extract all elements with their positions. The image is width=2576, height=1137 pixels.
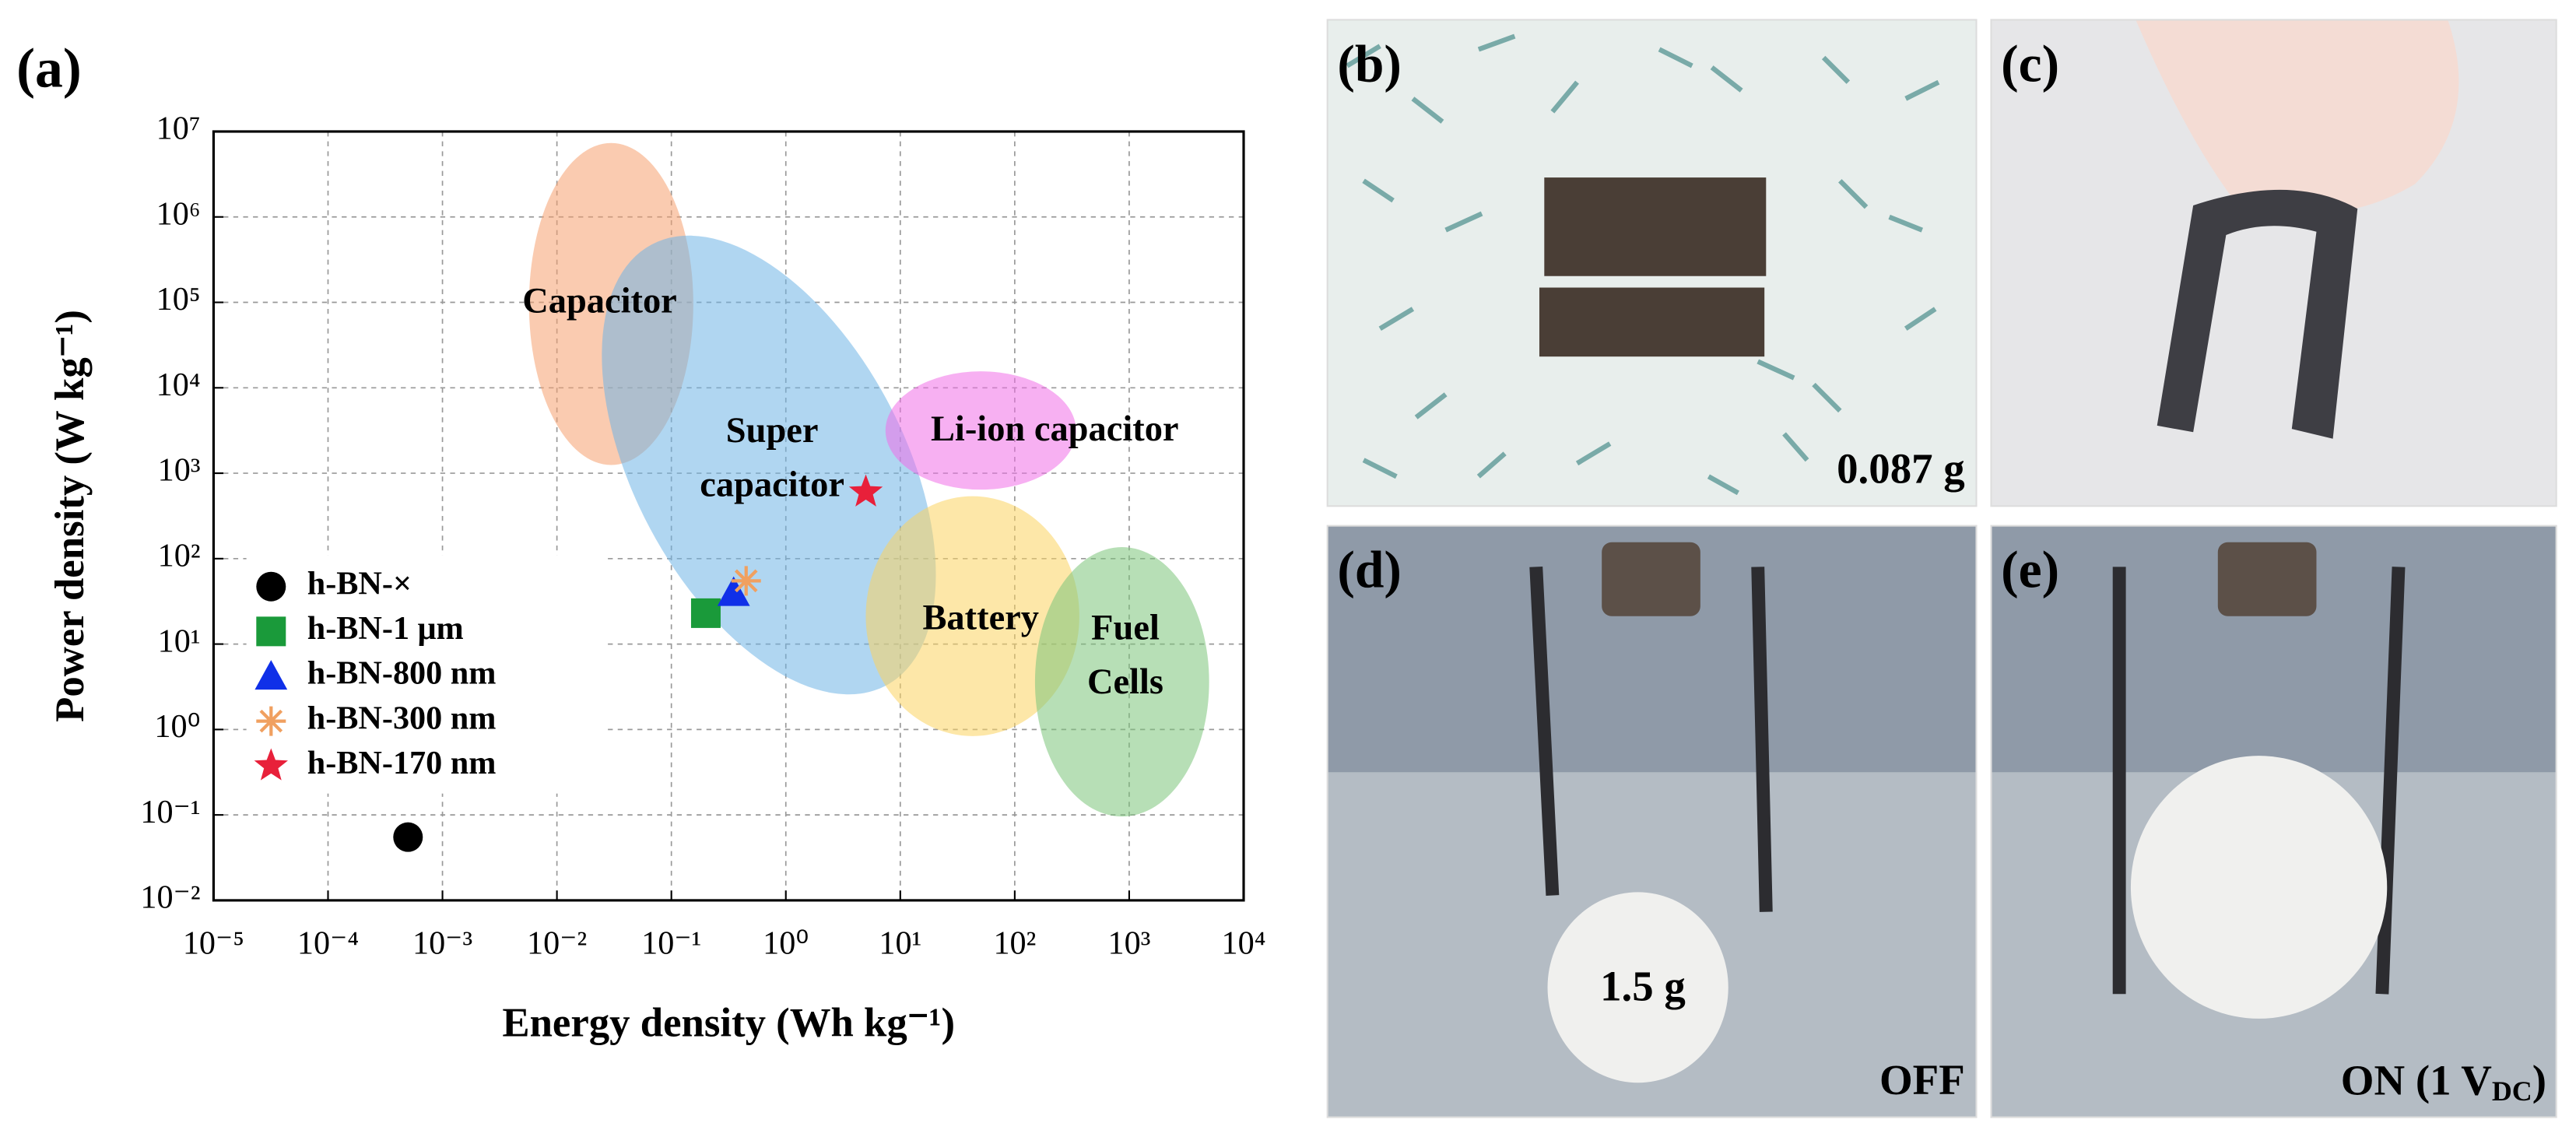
photo-annotation: 0.087 g <box>1837 445 1965 493</box>
y-tick-label: 10⁰ <box>154 708 200 745</box>
x-tick-label: 10³ <box>1108 925 1151 962</box>
y-tick-label: 10² <box>158 538 201 574</box>
y-axis-label: Power density (W kg⁻¹) <box>47 310 93 722</box>
x-tick-label: 10⁻² <box>527 925 587 962</box>
y-tick-label: 10⁻² <box>140 879 200 916</box>
x-tick-label: 10⁰ <box>763 925 809 962</box>
legend-label: h-BN-× <box>307 565 412 602</box>
x-tick-label: 10² <box>993 925 1036 962</box>
x-tick-label: 10⁻⁵ <box>183 925 244 962</box>
legend-label: h-BN-800 nm <box>307 655 497 692</box>
legend-label: h-BN-1 μm <box>307 610 464 647</box>
y-tick-label: 10¹ <box>158 623 201 659</box>
legend-label: h-BN-300 nm <box>307 700 497 736</box>
x-tick-label: 10⁻³ <box>412 925 472 962</box>
point <box>393 822 423 852</box>
region-label: Fuel <box>1091 608 1160 647</box>
region <box>1034 547 1209 817</box>
annotation-part: ON (1 V <box>2341 1056 2492 1104</box>
y-tick-label: 10⁷ <box>156 111 201 147</box>
photo-annotation: ON (1 VDC) <box>2341 1056 2546 1107</box>
y-tick-label: 10⁶ <box>156 195 201 232</box>
annotation-sub: DC <box>2492 1076 2532 1107</box>
region <box>602 235 936 695</box>
region <box>865 496 1079 736</box>
region-label: Li-ion capacitor <box>931 409 1179 449</box>
region-label: Capacitor <box>522 281 677 321</box>
photo-label: (c) <box>2001 34 2059 93</box>
legend-marker <box>254 748 288 781</box>
photo-c <box>1991 19 2557 507</box>
legend-label: h-BN-170 nm <box>307 745 497 781</box>
region <box>885 371 1076 490</box>
region-label: Battery <box>922 598 1039 638</box>
point <box>848 474 883 507</box>
legend-marker <box>256 571 286 602</box>
y-tick-label: 10⁻¹ <box>140 794 200 830</box>
y-tick-label: 10⁵ <box>156 281 201 318</box>
point <box>690 598 721 628</box>
panel-label: (a) <box>16 37 82 100</box>
photo-d <box>1327 525 1977 1118</box>
plot-frame <box>212 130 1245 902</box>
region-label: Cells <box>1087 662 1163 702</box>
legend-box <box>246 555 609 794</box>
y-tick-label: 10³ <box>158 452 201 489</box>
photo-b <box>1327 19 1977 507</box>
photo-annotation: OFF <box>1879 1056 1965 1104</box>
point <box>731 566 761 596</box>
photo-label: (b) <box>1337 34 1402 93</box>
region-label: Super <box>726 411 819 451</box>
region-label: capacitor <box>700 465 844 505</box>
photo-label: (d) <box>1337 540 1402 598</box>
x-tick-label: 10⁻¹ <box>641 925 701 962</box>
legend-marker <box>254 660 288 690</box>
photo-label: (e) <box>2001 540 2059 598</box>
legend-marker <box>256 616 286 647</box>
annotation-part: ) <box>2532 1056 2546 1104</box>
x-axis-label: Energy density (Wh kg⁻¹) <box>502 1001 955 1046</box>
photo-annotation: 1.5 g <box>1600 963 1686 1010</box>
photo-e <box>1991 525 2557 1118</box>
x-tick-label: 10¹ <box>879 925 921 962</box>
legend-marker <box>256 706 286 736</box>
photo-frames <box>1326 19 2557 1118</box>
point <box>717 576 750 606</box>
x-tick-label: 10⁻⁴ <box>297 925 359 962</box>
y-tick-label: 10⁴ <box>156 367 201 403</box>
x-tick-label: 10⁴ <box>1222 925 1266 962</box>
